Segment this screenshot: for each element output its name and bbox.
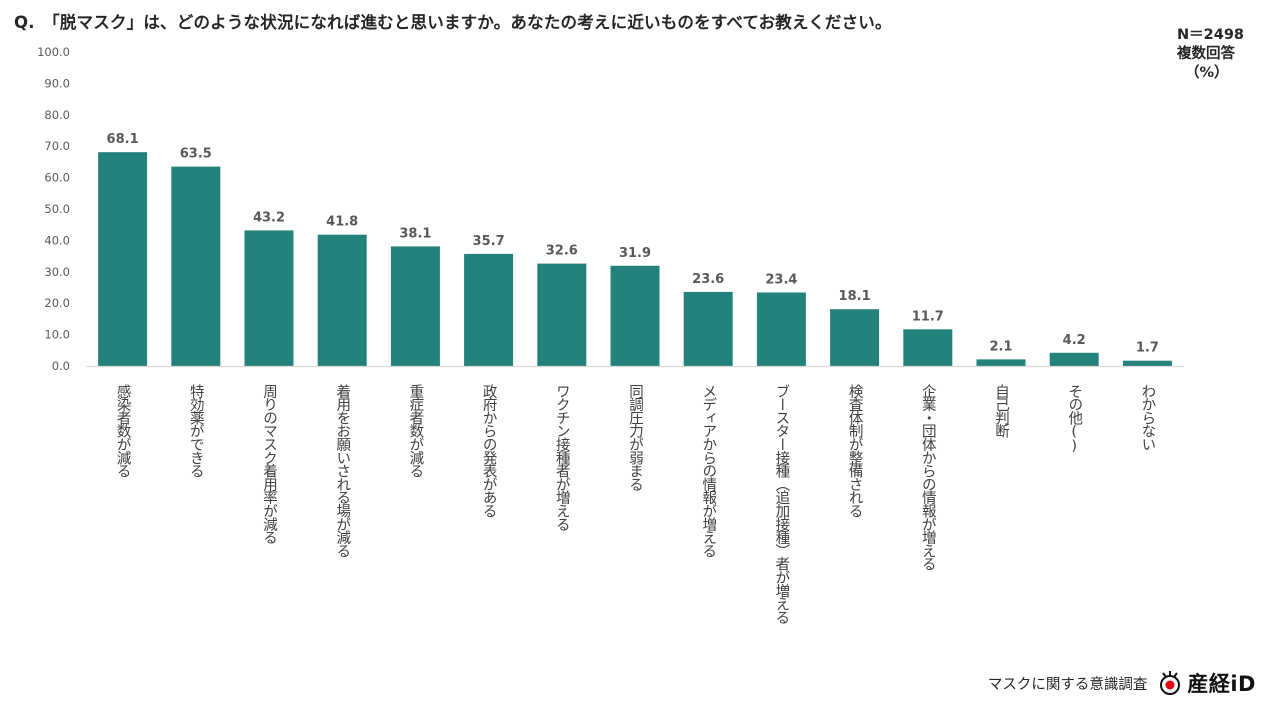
category-label: ブースター接種（追加接種）者が増える bbox=[773, 384, 789, 625]
category-label: その他() bbox=[1066, 384, 1082, 454]
data-label: 11.7 bbox=[912, 309, 944, 324]
footer: マスクに関する意識調査 産経iD bbox=[988, 668, 1256, 698]
y-axis-ticks: 0.0 10.0 20.0 30.0 40.0 50.0 60.0 70.0 80.0 90.0 1… bbox=[37, 45, 70, 373]
question-title: Q. 「脱マスク」は、どのような状況になれば進むと思いますか。あなたの考えに近い… bbox=[14, 13, 892, 32]
category-label: 政府からの発表がある bbox=[481, 384, 497, 519]
bar bbox=[537, 263, 587, 366]
y-tick-label: 10.0 bbox=[44, 328, 70, 342]
brand-name: 産経iD bbox=[1187, 672, 1256, 696]
bar bbox=[610, 265, 660, 366]
brand-logo: 産経iD bbox=[1157, 668, 1256, 698]
data-label: 38.1 bbox=[399, 226, 431, 241]
data-label: 32.6 bbox=[546, 244, 578, 259]
category-label: 着用をお願いされる場が減る bbox=[334, 384, 350, 559]
y-tick-label: 90.0 bbox=[44, 76, 70, 90]
category-label: 検査体制が整備される bbox=[847, 384, 863, 519]
data-label: 63.5 bbox=[180, 147, 212, 162]
y-tick-label: 20.0 bbox=[44, 296, 70, 310]
category-label: 特効薬ができる bbox=[188, 384, 204, 479]
bar bbox=[390, 246, 440, 366]
survey-name: マスクに関する意識調査 bbox=[987, 676, 1148, 693]
bar bbox=[903, 329, 953, 366]
category-label: 感染者数が減る bbox=[115, 384, 131, 479]
data-label: 31.9 bbox=[619, 246, 651, 261]
bar bbox=[1049, 352, 1099, 366]
y-tick-label: 80.0 bbox=[44, 108, 70, 122]
data-label: 68.1 bbox=[107, 132, 139, 147]
bar bbox=[756, 292, 806, 366]
data-label: 43.2 bbox=[253, 210, 285, 225]
bar bbox=[1122, 360, 1172, 366]
data-label: 1.7 bbox=[1136, 341, 1159, 356]
bar bbox=[464, 253, 514, 366]
data-label: 23.6 bbox=[692, 272, 724, 287]
category-label: わからない bbox=[1139, 384, 1155, 451]
bar bbox=[171, 166, 221, 366]
sankei-logo-icon bbox=[1160, 671, 1181, 695]
category-labels: 感染者数が減る 特効薬ができる 周りのマスク着用率が減る 着用をお願いされる場が減る 重… bbox=[115, 383, 1156, 625]
y-tick-label: 100.0 bbox=[37, 45, 70, 59]
y-tick-label: 50.0 bbox=[44, 202, 70, 216]
unit-label: （%） bbox=[1185, 65, 1229, 81]
category-label: 重症者数が減る bbox=[407, 384, 423, 479]
y-tick-label: 40.0 bbox=[44, 233, 70, 247]
sample-info: N＝2498 複数回答 （%） bbox=[1177, 26, 1244, 83]
data-label: 4.2 bbox=[1063, 333, 1086, 348]
sample-size: N＝2498 bbox=[1177, 27, 1244, 43]
bar bbox=[317, 234, 367, 366]
bars bbox=[98, 152, 1172, 366]
y-tick-label: 30.0 bbox=[44, 265, 70, 279]
y-tick-label: 70.0 bbox=[44, 139, 70, 153]
data-label: 18.1 bbox=[839, 289, 871, 304]
data-label: 2.1 bbox=[989, 339, 1012, 354]
data-label: 35.7 bbox=[473, 234, 505, 249]
category-label: メディアからの情報が増える bbox=[700, 384, 716, 558]
category-label: 自己判断 bbox=[993, 384, 1009, 439]
y-tick-label: 0.0 bbox=[52, 359, 70, 373]
data-label: 41.8 bbox=[326, 215, 358, 230]
bar bbox=[98, 152, 148, 366]
bar bbox=[244, 230, 294, 366]
value-labels: 68.1 63.5 43.2 41.8 38.1 35.7 32.6 31.9 23.6 23.4… bbox=[107, 132, 1159, 356]
category-label: ワクチン接種者が増える bbox=[554, 384, 570, 532]
category-label: 企業・団体からの情報が増える bbox=[920, 383, 936, 572]
data-label: 23.4 bbox=[765, 273, 797, 288]
category-label: 同調圧力が弱まる bbox=[627, 384, 643, 492]
category-label: 周りのマスク着用率が減る bbox=[261, 384, 277, 545]
y-tick-label: 60.0 bbox=[44, 171, 70, 185]
answer-type: 複数回答 bbox=[1177, 46, 1235, 62]
bar bbox=[830, 309, 880, 366]
bar bbox=[683, 291, 733, 366]
bar bbox=[976, 359, 1026, 366]
